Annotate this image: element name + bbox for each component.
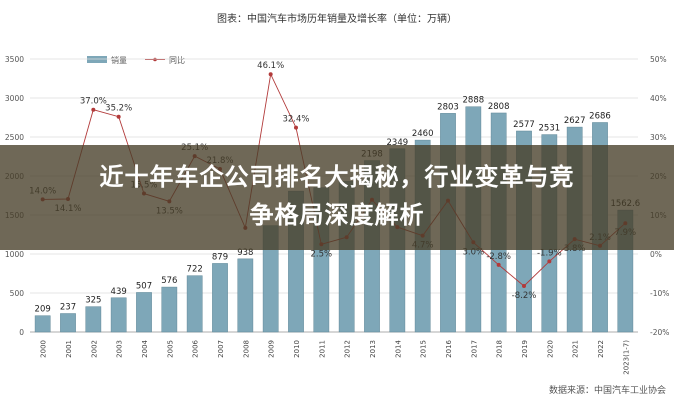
banner-line-1: 近十年车企公司排名大揭秘，行业变革与竞 [99,163,575,191]
growth-label: 2.5% [311,249,333,259]
bar-label: 507 [136,281,152,291]
y-tick-label: 3000 [5,94,24,103]
bar-label: 439 [111,287,127,297]
legend-label-line: 同比 [169,55,185,65]
growth-point [496,262,501,267]
growth-point [522,283,526,288]
bar [212,263,228,333]
bar-label: 209 [35,305,51,315]
x-tick-label: 2013 [369,340,377,358]
bar-label: 2803 [437,102,459,112]
growth-point [294,125,298,130]
x-tick-label: 2017 [470,340,478,358]
x-tick-label: 2010 [293,340,301,358]
bar-label: 879 [212,252,228,262]
bar-label: 2577 [513,120,535,130]
x-tick-label: 2011 [318,340,326,358]
growth-point [91,107,96,112]
x-tick-label: 2002 [90,340,98,358]
x-tick-label: 2014 [394,339,402,357]
bar-label: 2627 [564,116,586,126]
x-tick-label: 2001 [65,340,73,358]
y-tick-label: 0 [19,328,24,337]
bar [186,275,203,333]
bar-label: 237 [60,303,76,313]
x-tick-label: 2022 [597,340,605,358]
y2-tick-label: -20% [650,328,669,337]
bar-label: 325 [85,296,101,306]
growth-point [547,259,552,264]
legend-swatch-bar [87,56,107,63]
bar [110,297,127,333]
x-tick-label: 2004 [141,339,149,357]
growth-label: -1.9% [537,248,562,258]
growth-label: 3.0% [463,247,485,257]
x-tick-label: 2007 [217,340,225,358]
growth-label: -2.8% [486,252,511,262]
bar-label: 2888 [463,96,485,106]
x-tick-label: 2008 [242,340,250,358]
growth-point [268,72,273,77]
y2-tick-label: 30% [650,133,667,142]
x-tick-label: 2019 [521,340,529,358]
y2-tick-label: 40% [650,94,667,103]
x-tick-label: 2012 [344,340,352,358]
bar [34,315,51,333]
growth-point [116,114,121,119]
x-tick-label: 2023(1-7) [622,340,630,375]
y-tick-label: 2500 [5,133,24,142]
bar-label: 576 [161,276,177,286]
bar [237,258,254,333]
bar-label: 2531 [539,124,561,134]
x-tick-label: 2015 [420,340,428,358]
bar [136,292,152,333]
y-tick-label: 3500 [5,55,24,64]
growth-label: 35.2% [105,104,132,114]
y2-tick-label: 50% [650,55,667,64]
banner-line-2: 争格局深度解析 [249,201,425,229]
overlay-banner [0,145,674,250]
x-tick-label: 2009 [268,340,276,358]
x-tick-label: 2000 [40,340,48,358]
bar-label: 2349 [387,138,409,148]
x-tick-label: 2021 [572,340,580,358]
chart-title: 图表：中国汽车市场历年销量及增长率（单位：万辆） [217,12,457,25]
legend-label-bar: 销量 [111,55,127,65]
bar-label: 2808 [488,102,510,112]
x-tick-label: 2016 [445,339,453,357]
y-tick-label: 1000 [5,250,24,259]
bar [60,313,76,333]
y2-tick-label: -10% [650,289,669,298]
bar-label: 938 [237,248,253,258]
bar [85,306,102,333]
data-source: 数据来源：中国汽车工业协会 [548,386,666,396]
bar-label: 2686 [589,111,611,121]
x-tick-label: 2020 [546,340,554,358]
growth-label: 37.0% [80,97,107,107]
x-tick-label: 2018 [496,340,504,358]
bar-label: 722 [187,265,203,275]
bar [161,286,178,333]
y-tick-label: 500 [10,289,25,298]
growth-label: 46.1% [257,61,284,71]
x-tick-label: 2006 [192,339,200,357]
growth-label: -8.2% [512,291,537,301]
x-tick-label: 2005 [166,340,174,358]
growth-label: 32.4% [282,115,309,125]
legend-marker-line [153,57,157,62]
x-tick-label: 2003 [116,340,124,358]
y2-tick-label: 0% [650,250,662,259]
bar-label: 2460 [412,129,434,139]
banner-title: 近十年车企公司排名大揭秘，行业变革与竞 争格局深度解析 [20,158,654,234]
